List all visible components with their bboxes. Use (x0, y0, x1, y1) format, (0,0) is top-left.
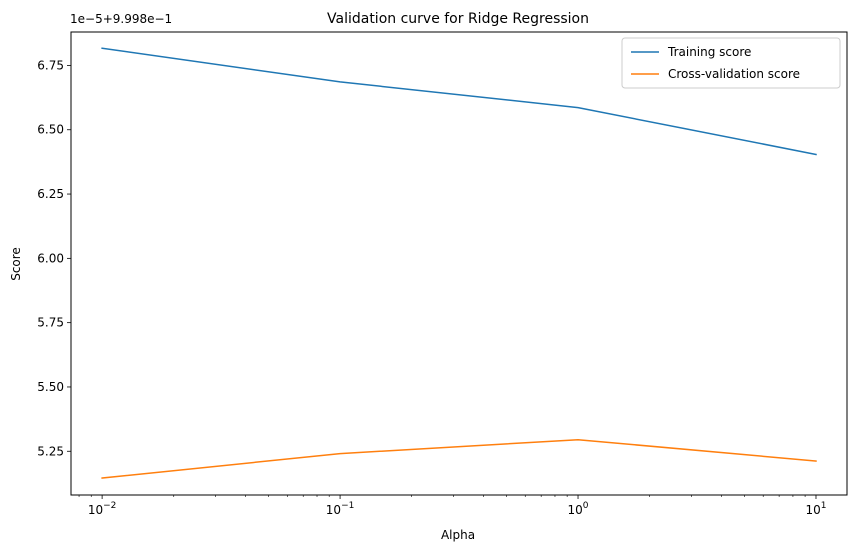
x-tick-label-0: 10−2 (88, 501, 117, 517)
y-tick-label-5: 6.50 (37, 123, 64, 137)
x-tick-label-3: 101 (805, 501, 826, 517)
x-tick-label-1: 10−1 (326, 501, 355, 517)
legend: Training score Cross-validation score (621, 37, 841, 89)
y-tick-label-1: 5.50 (37, 380, 64, 394)
y-tick-label-3: 6.00 (37, 251, 64, 265)
y-tick-label-2: 5.75 (37, 316, 64, 330)
legend-box (621, 37, 841, 89)
y-axis-label: Score (9, 247, 23, 281)
y-offset-text: 1e−5+9.998e−1 (70, 12, 172, 26)
x-axis-label: Alpha (441, 528, 475, 542)
plot-frame (70, 31, 848, 496)
legend-label-1: Cross-validation score (668, 67, 800, 81)
series-line-0 (101, 47, 817, 156)
y-tick-label-6: 6.75 (37, 58, 64, 72)
legend-label-0: Training score (667, 45, 751, 59)
series-line-1 (101, 438, 817, 479)
y-tick-label-0: 5.25 (37, 444, 64, 458)
chart-title: Validation curve for Ridge Regression (327, 11, 589, 27)
y-tick-label-4: 6.25 (37, 187, 64, 201)
x-tick-label-2: 100 (568, 501, 589, 517)
